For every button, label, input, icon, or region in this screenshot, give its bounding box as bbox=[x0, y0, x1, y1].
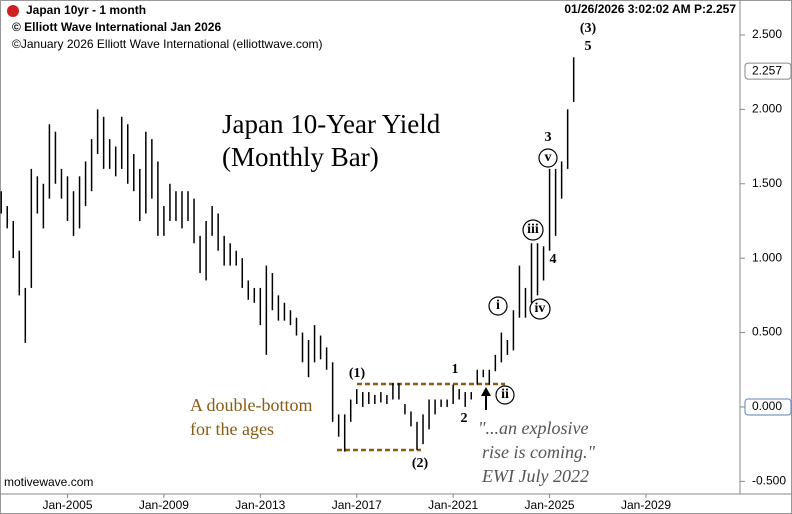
y-tick-label: 0.500 bbox=[752, 325, 782, 339]
wave-label: iii bbox=[527, 222, 539, 237]
x-tick-label: Jan-2013 bbox=[235, 498, 285, 512]
last-price: 2.257 bbox=[752, 63, 782, 77]
wave-circle bbox=[495, 385, 515, 405]
chart-subtitle: (Monthly Bar) bbox=[222, 142, 379, 172]
note: for the ages bbox=[190, 419, 274, 439]
wave-label: 5 bbox=[585, 39, 592, 54]
quote: rise is coming." bbox=[482, 442, 595, 462]
wave-label: iv bbox=[535, 301, 546, 316]
symbol: Japan 10yr - 1 month bbox=[26, 3, 146, 17]
y-tick-label: 2.500 bbox=[752, 27, 782, 41]
y-tick-label: 0.000 bbox=[752, 399, 782, 413]
wave-circle bbox=[538, 148, 558, 168]
wave-label: ii bbox=[501, 387, 509, 402]
last-price-box bbox=[744, 62, 792, 80]
wave-label: 3 bbox=[545, 130, 552, 145]
symbol-dot bbox=[7, 5, 19, 17]
wave-circle bbox=[522, 219, 544, 241]
x-tick-label: Jan-2005 bbox=[42, 498, 92, 512]
x-tick-label: Jan-2029 bbox=[621, 498, 671, 512]
wave-label: 4 bbox=[550, 252, 557, 267]
arrow-head bbox=[481, 387, 491, 396]
x-tick-label: Jan-2021 bbox=[428, 498, 478, 512]
wave-label: (1) bbox=[349, 366, 366, 381]
chart-title: Japan 10-Year Yield bbox=[222, 109, 441, 139]
wave-label: (2) bbox=[412, 456, 429, 471]
wave-label: 1 bbox=[452, 362, 459, 377]
wave-label: i bbox=[496, 298, 500, 313]
x-tick-label: Jan-2009 bbox=[139, 498, 189, 512]
wave-label: v bbox=[545, 150, 552, 165]
quote: "...an explosive bbox=[478, 418, 589, 438]
footer: motivewave.com bbox=[4, 475, 93, 489]
quote: EWI July 2022 bbox=[481, 466, 589, 486]
copyright: ©January 2026 Elliott Wave International… bbox=[12, 37, 323, 51]
wave-label: (3) bbox=[580, 21, 597, 36]
x-tick-label: Jan-2025 bbox=[525, 498, 575, 512]
timestamp: 01/26/2026 3:02:02 AM P:2.257 bbox=[564, 2, 736, 16]
x-tick-label: Jan-2017 bbox=[332, 498, 382, 512]
y-tick-label: 2.000 bbox=[752, 102, 782, 116]
wave-label: 2 bbox=[461, 411, 468, 426]
wave-circle bbox=[488, 296, 508, 316]
note: A double-bottom bbox=[190, 395, 313, 415]
y-tick-label: 1.500 bbox=[752, 176, 782, 190]
y-tick-label: 1.000 bbox=[752, 250, 782, 264]
zero-box bbox=[744, 398, 792, 416]
copyright: © Elliott Wave International Jan 2026 bbox=[12, 20, 221, 34]
y-tick-label: -0.500 bbox=[752, 474, 786, 488]
wave-circle bbox=[529, 298, 551, 320]
